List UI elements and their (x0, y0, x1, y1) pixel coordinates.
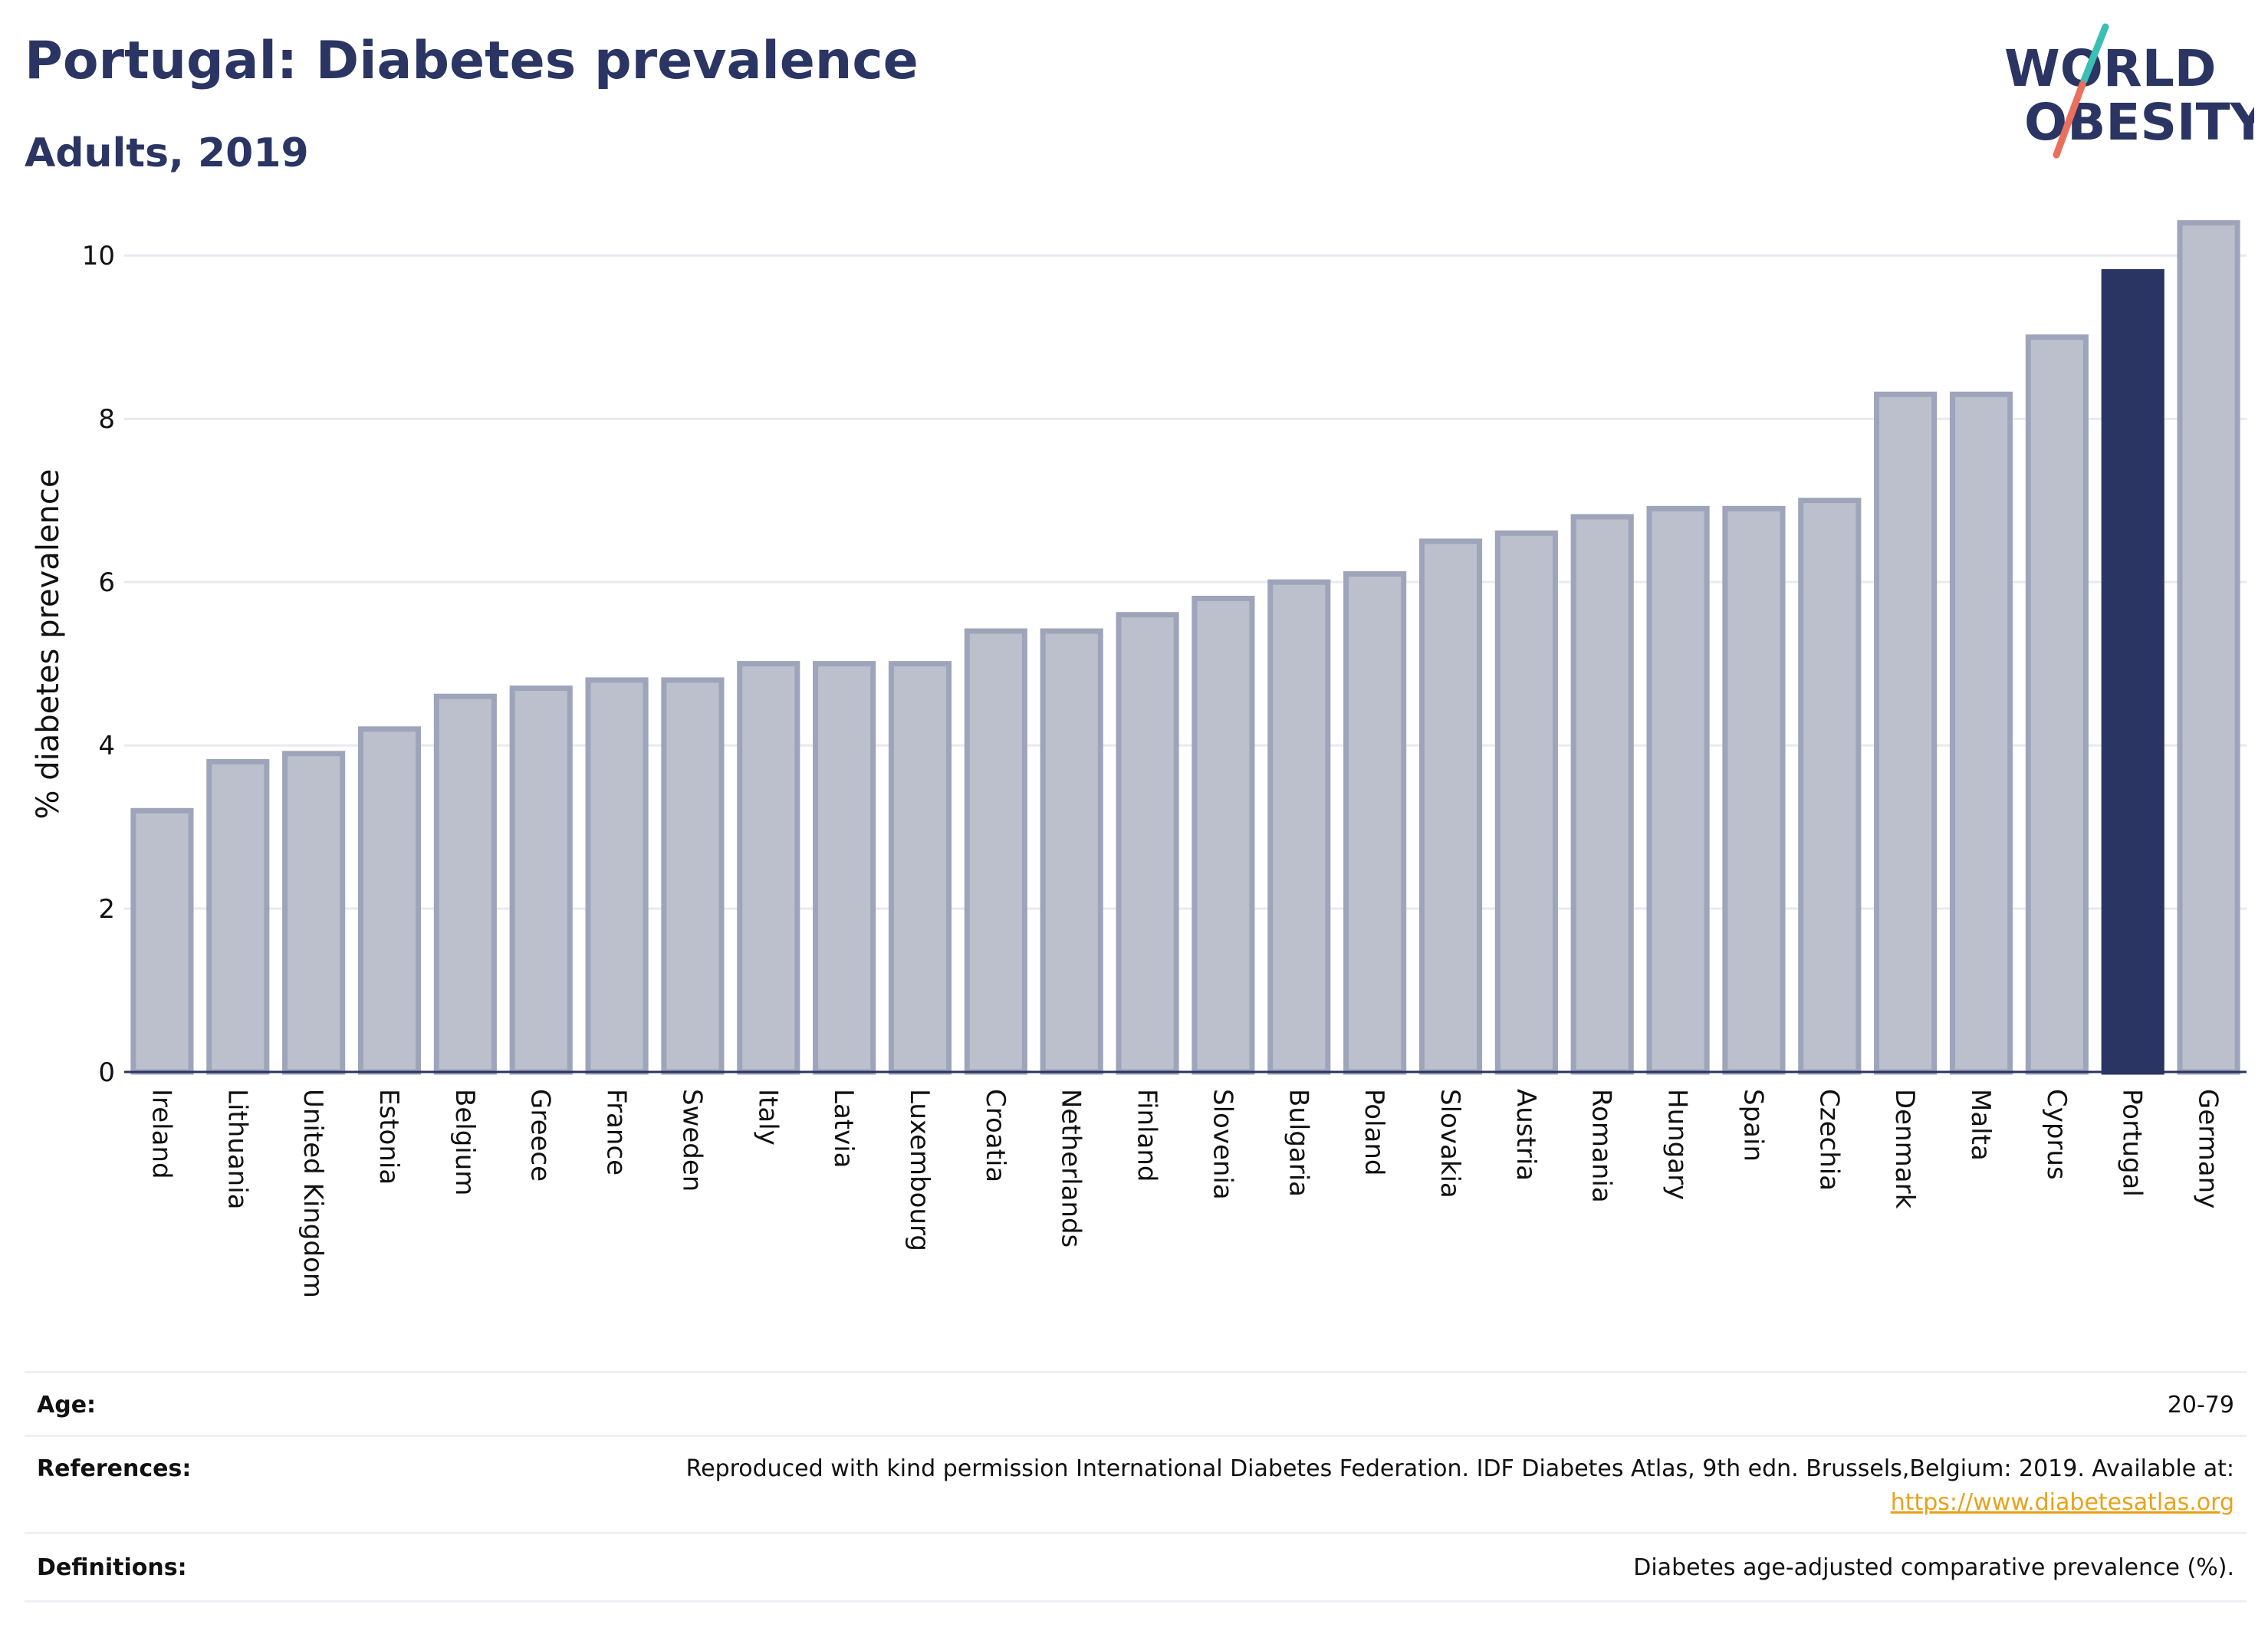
bar (433, 693, 497, 1075)
x-tick-label: France (601, 1089, 632, 1175)
bar (1874, 391, 1938, 1075)
x-tick-label: Poland (1359, 1089, 1389, 1176)
meta-row-definitions: Definitions: Diabetes age-adjusted compa… (25, 1532, 2247, 1603)
x-tick-label: Slovakia (1435, 1089, 1465, 1198)
bar (130, 807, 194, 1075)
references-link[interactable]: https://www.diabetesatlas.org (1890, 1489, 2234, 1516)
y-tick-label: 10 (82, 241, 115, 271)
x-tick-label: Latvia (828, 1089, 859, 1169)
bar (1494, 530, 1558, 1075)
bar-chart: 0 2 4 6 8 10 Ireland Lithuania United Kingdom Es… (31, 220, 2247, 1298)
x-tick-label: Belgium (449, 1089, 480, 1195)
x-tick-label: Lithuania (222, 1089, 252, 1209)
logo-slash-coral (2053, 81, 2086, 159)
bar (1646, 505, 1710, 1075)
x-tick-label: Slovenia (1207, 1089, 1238, 1200)
x-tick-label: Spain (1737, 1089, 1768, 1162)
bar (964, 628, 1027, 1075)
x-tick-label: Ireland (146, 1089, 176, 1179)
bar (1040, 628, 1103, 1075)
page-subtitle: Adults, 2019 (25, 130, 309, 176)
bar (1418, 538, 1483, 1075)
logo-slash-teal (2080, 23, 2109, 84)
meta-references-label: References: (37, 1455, 192, 1482)
x-tick-label: Sweden (676, 1089, 707, 1192)
x-tick-label: Malta (1965, 1089, 1996, 1161)
bar (585, 677, 649, 1075)
x-tick-label: Bulgaria (1283, 1089, 1313, 1197)
bar (2025, 334, 2089, 1075)
x-tick-label: Netherlands (1056, 1089, 1086, 1248)
bar (1570, 514, 1634, 1075)
x-tick-label: Portugal (2117, 1089, 2148, 1197)
y-tick-label: 0 (98, 1057, 115, 1088)
bar (1722, 505, 1786, 1075)
y-axis-label: % diabetes prevalence (31, 469, 66, 819)
meta-row-age: Age: 20-79 (25, 1371, 2247, 1435)
meta-definitions-label: Definitions: (37, 1554, 187, 1581)
logo-text-world: WORLD (2004, 39, 2217, 98)
y-tick-label: 8 (98, 404, 115, 435)
bar (737, 661, 800, 1075)
meta-age-value: 20-79 (2167, 1392, 2234, 1419)
bar-highlighted (2101, 269, 2164, 1075)
y-tick-label: 4 (98, 731, 115, 761)
bar (357, 726, 422, 1075)
bar (1798, 498, 1862, 1075)
x-tick-label: Denmark (1889, 1089, 1920, 1209)
bar (1267, 579, 1331, 1075)
bar (509, 685, 573, 1075)
meta-age-label: Age: (37, 1392, 97, 1419)
bar (206, 758, 270, 1075)
bar (282, 751, 346, 1075)
bar (2177, 220, 2240, 1075)
x-tick-labels: Ireland Lithuania United Kingdom Estonia Bel… (146, 1089, 2223, 1298)
x-tick-label: Greece (525, 1089, 556, 1182)
meta-references-value: Reproduced with kind permission Internat… (685, 1455, 2234, 1482)
bar (1343, 570, 1407, 1075)
x-tick-label: Estonia (373, 1089, 404, 1185)
x-tick-label: Germany (2193, 1089, 2224, 1208)
x-tick-label: Luxembourg (904, 1089, 935, 1251)
x-tick-label: Finland (1132, 1089, 1162, 1182)
y-tick-labels: 0 2 4 6 8 10 (82, 241, 115, 1088)
bar (888, 661, 952, 1075)
x-tick-label: Croatia (980, 1089, 1011, 1182)
page-title: Portugal: Diabetes prevalence (25, 31, 919, 91)
meta-definitions-value: Diabetes age-adjusted comparative preval… (1633, 1554, 2234, 1581)
bars (130, 220, 2240, 1075)
x-tick-label: Romania (1586, 1089, 1617, 1203)
meta-row-references: References: Reproduced with kind permiss… (25, 1435, 2247, 1532)
x-tick-label: Czechia (1813, 1089, 1844, 1191)
x-tick-label: Cyprus (2041, 1089, 2072, 1180)
y-tick-label: 6 (98, 567, 115, 598)
x-tick-label: Hungary (1662, 1089, 1693, 1200)
x-tick-label: United Kingdom (297, 1089, 328, 1298)
bar (813, 661, 876, 1075)
bar (661, 677, 725, 1075)
y-tick-label: 2 (98, 894, 115, 925)
x-tick-label: Italy (752, 1089, 783, 1146)
world-obesity-logo: WORLD OBESITY (2004, 23, 2254, 159)
bar (1192, 595, 1255, 1075)
bar (1949, 391, 2013, 1075)
bar (1116, 612, 1179, 1075)
x-tick-label: Austria (1510, 1089, 1541, 1181)
